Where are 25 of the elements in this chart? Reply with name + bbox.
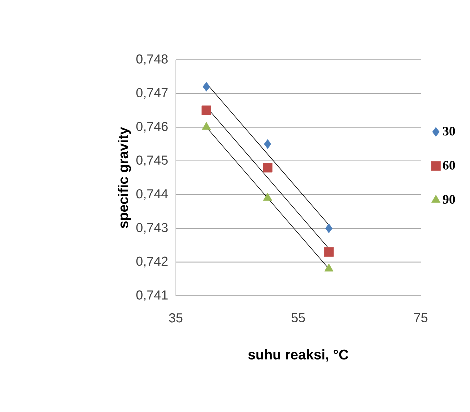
point (202, 122, 212, 130)
y-tick-label: 0,746 (136, 122, 168, 133)
point (263, 193, 272, 201)
point (324, 247, 334, 257)
y-tick-label: 0,744 (136, 190, 168, 200)
point (325, 224, 333, 234)
legend-label: 90 (443, 195, 456, 204)
x-tick-label: 35 (169, 314, 183, 323)
y-tick-label: 0,745 (136, 156, 168, 166)
point (263, 163, 273, 173)
point (202, 106, 212, 116)
point (264, 139, 272, 150)
y-tick-label: 0,742 (136, 256, 168, 268)
x-axis-title: suhu reaksi, °C (248, 350, 349, 362)
y-axis-title: specific gravity (118, 127, 132, 228)
legend-label: 30 (443, 127, 456, 136)
y-tick-label: 0,747 (136, 88, 168, 100)
y-tick-label: 0,743 (136, 223, 168, 234)
x-tick-label: 75 (414, 314, 428, 323)
legend-label: 60 (443, 161, 456, 170)
x-tick-label: 55 (292, 314, 306, 323)
point (324, 264, 334, 272)
y-tick-label: 0,748 (136, 54, 168, 66)
y-tick-label: 0,741 (136, 290, 168, 302)
point (202, 82, 210, 92)
